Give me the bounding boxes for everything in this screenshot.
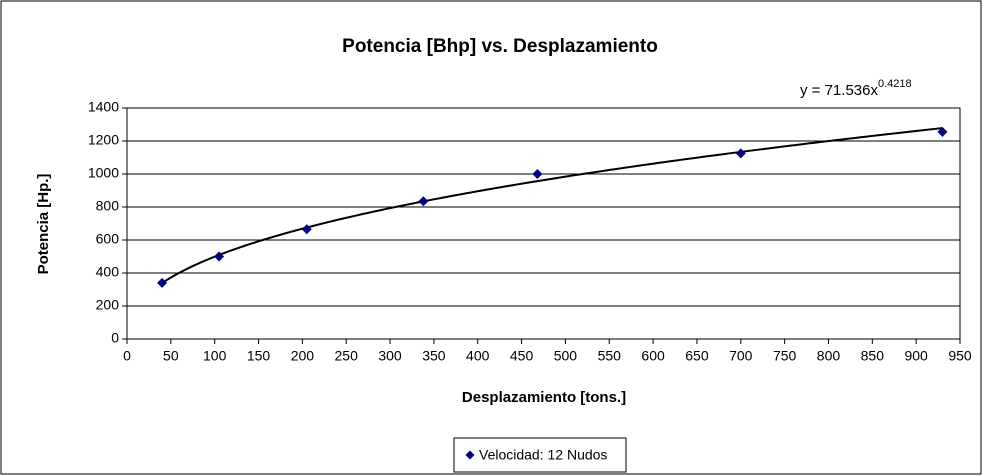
x-tick-label: 100 xyxy=(203,348,227,364)
x-tick-label: 450 xyxy=(510,348,534,364)
x-tick-label: 600 xyxy=(641,348,665,364)
trendline-equation: y = 71.536x0.4218 xyxy=(800,78,912,99)
x-tick-label: 950 xyxy=(948,348,972,364)
x-tick-label: 50 xyxy=(163,348,179,364)
legend-box xyxy=(453,437,627,473)
x-tick-label: 400 xyxy=(466,348,490,364)
y-tick-label: 1000 xyxy=(88,165,119,181)
x-tick-label: 200 xyxy=(291,348,315,364)
data-point xyxy=(214,251,225,262)
plot-frame xyxy=(126,107,961,340)
equation-exponent: 0.4218 xyxy=(878,78,912,90)
x-tick-label: 800 xyxy=(817,348,841,364)
chart-title: Potencia [Bhp] vs. Desplazamiento xyxy=(342,36,658,57)
y-axis-label: Potencia [Hp.] xyxy=(35,174,52,275)
data-point xyxy=(937,126,948,137)
x-tick-label: 300 xyxy=(378,348,402,364)
equation-text: y = 71.536x xyxy=(800,82,878,99)
x-tick-label: 250 xyxy=(335,348,359,364)
x-tick-label: 650 xyxy=(685,348,709,364)
x-tick-label: 0 xyxy=(123,348,131,364)
trendline xyxy=(161,127,943,284)
data-point xyxy=(157,277,168,288)
y-tick-label: 0 xyxy=(111,330,119,346)
x-tick-label: 350 xyxy=(422,348,446,364)
x-tick-label: 900 xyxy=(904,348,928,364)
y-tick-label: 600 xyxy=(96,231,120,247)
data-point xyxy=(735,148,746,159)
data-point xyxy=(532,169,543,179)
x-tick-label: 850 xyxy=(861,348,885,364)
y-tick-label: 200 xyxy=(96,297,120,313)
x-tick-label: 550 xyxy=(598,348,622,364)
x-tick-label: 500 xyxy=(554,348,578,364)
legend-label: Velocidad: 12 Nudos xyxy=(479,447,607,463)
y-tick-label: 1200 xyxy=(88,132,119,148)
x-tick-label: 750 xyxy=(773,348,797,364)
x-axis-label: Desplazamiento [tons.] xyxy=(462,389,626,406)
x-tick-label: 150 xyxy=(247,348,271,364)
data-point xyxy=(418,196,429,207)
y-tick-label: 400 xyxy=(96,264,120,280)
y-tick-label: 1400 xyxy=(88,99,119,115)
y-tick-label: 800 xyxy=(96,198,120,214)
data-point xyxy=(301,224,312,235)
legend-marker xyxy=(465,450,475,460)
x-tick-label: 700 xyxy=(729,348,753,364)
